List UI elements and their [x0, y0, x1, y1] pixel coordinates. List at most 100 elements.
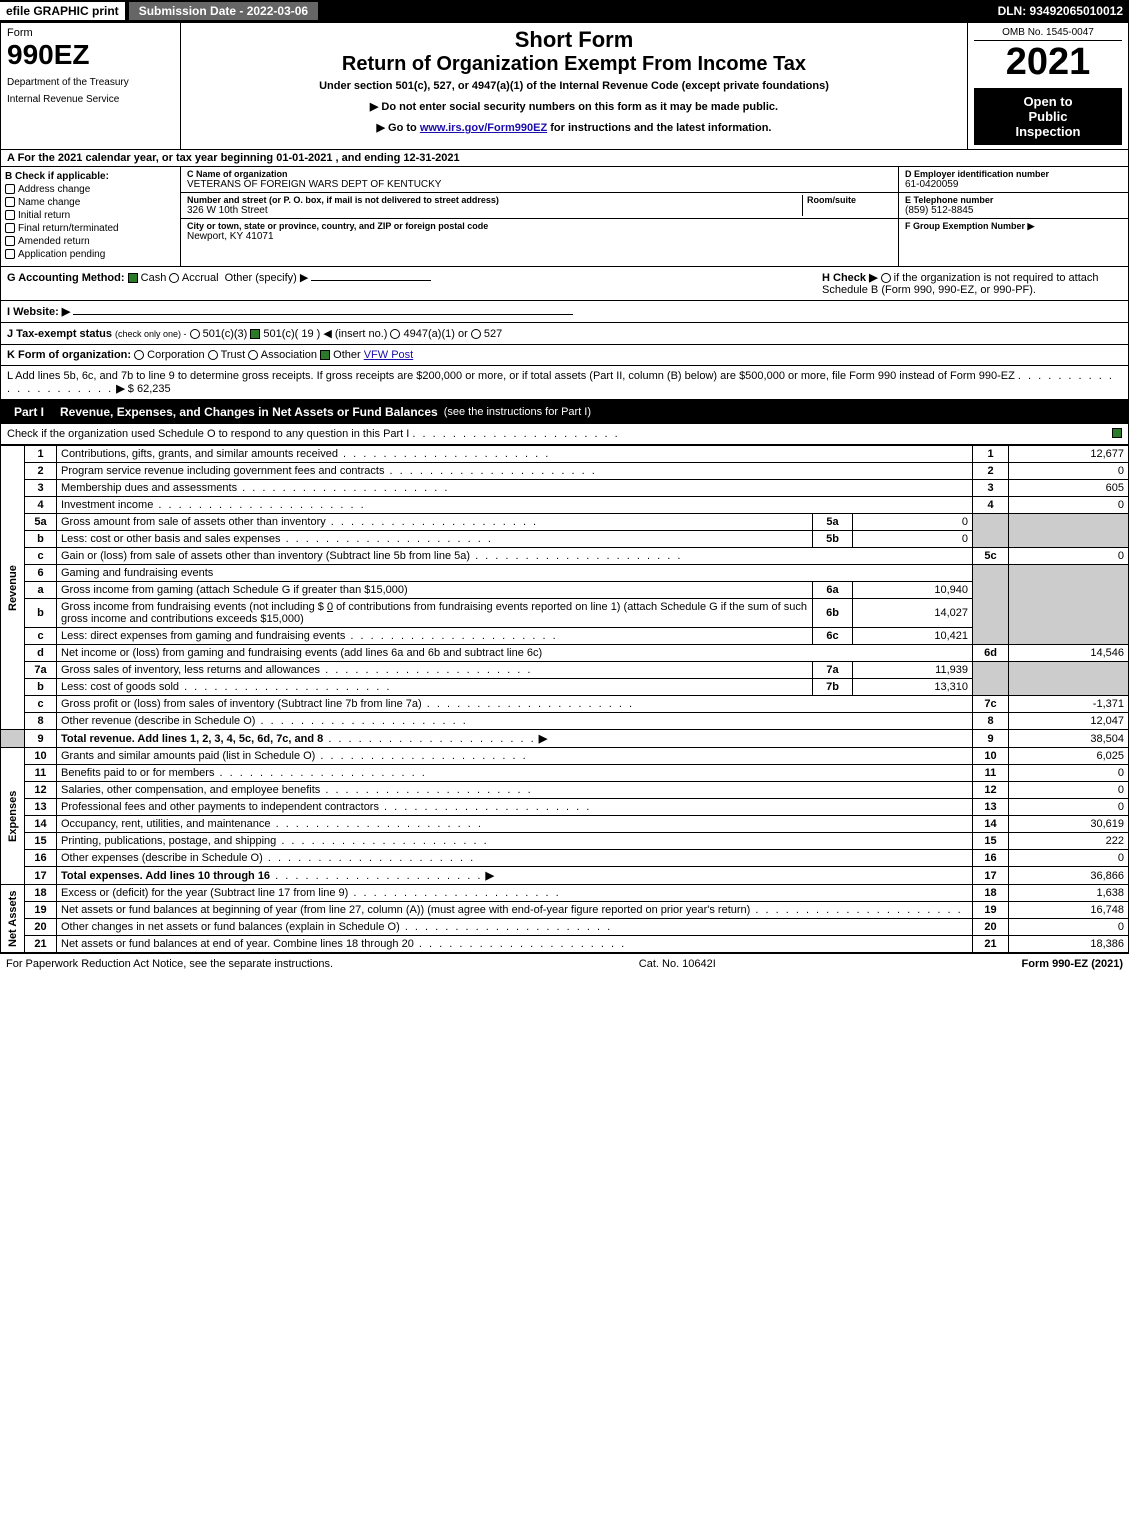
checkbox-checked-icon[interactable]	[320, 350, 330, 360]
line-ref: 8	[973, 713, 1009, 730]
radio-empty-icon[interactable]	[881, 273, 891, 283]
column-b: B Check if applicable: Address change Na…	[1, 167, 181, 266]
arrow-icon: ▶	[485, 870, 493, 882]
line-no: 3	[25, 480, 57, 497]
table-row: 5a Gross amount from sale of assets othe…	[1, 514, 1129, 531]
chk-initial-return[interactable]: Initial return	[5, 210, 176, 221]
line-no: 17	[25, 867, 57, 885]
radio-empty-icon[interactable]	[134, 350, 144, 360]
line-no: d	[25, 645, 57, 662]
line-desc: Occupancy, rent, utilities, and maintena…	[57, 816, 973, 833]
radio-empty-icon[interactable]	[169, 273, 179, 283]
line-ref: 1	[973, 446, 1009, 463]
line-ref: 15	[973, 833, 1009, 850]
checkbox-checked-icon[interactable]	[250, 329, 260, 339]
shaded-cell	[973, 514, 1009, 548]
radio-empty-icon[interactable]	[208, 350, 218, 360]
instruction-link: ▶ Go to www.irs.gov/Form990EZ for instru…	[189, 121, 959, 134]
table-row: a Gross income from gaming (attach Sched…	[1, 582, 1129, 599]
chk-final-return[interactable]: Final return/terminated	[5, 223, 176, 234]
line-no: 9	[25, 730, 57, 748]
chk-name-change[interactable]: Name change	[5, 197, 176, 208]
tel-row: E Telephone number (859) 512-8845	[899, 193, 1128, 219]
tel-label: E Telephone number	[905, 195, 1122, 205]
open-line-2: Public	[978, 109, 1118, 124]
line-no: b	[25, 679, 57, 696]
line-desc: Gross income from gaming (attach Schedul…	[57, 582, 813, 599]
column-c: C Name of organization VETERANS OF FOREI…	[181, 167, 898, 266]
line-no: 7a	[25, 662, 57, 679]
dots-icon	[422, 698, 634, 710]
line-no: 5a	[25, 514, 57, 531]
radio-empty-icon[interactable]	[190, 329, 200, 339]
line-ref: 14	[973, 816, 1009, 833]
footer-center: Cat. No. 10642I	[639, 958, 716, 970]
open-line-3: Inspection	[978, 124, 1118, 139]
line-ref: 20	[973, 919, 1009, 936]
website-blank[interactable]	[73, 314, 573, 315]
tel-value: (859) 512-8845	[905, 205, 1122, 216]
line-desc: Net assets or fund balances at end of ye…	[57, 936, 973, 953]
radio-empty-icon[interactable]	[248, 350, 258, 360]
line-desc: Investment income	[57, 497, 973, 514]
shaded-cell	[1, 730, 25, 748]
shaded-cell	[973, 565, 1009, 645]
checkbox-checked-icon[interactable]	[128, 273, 138, 283]
g-other: Other (specify) ▶	[225, 272, 309, 284]
dots-icon	[470, 550, 682, 562]
checkbox-checked-icon[interactable]	[1112, 428, 1122, 438]
table-row: b Gross income from fundraising events (…	[1, 599, 1129, 628]
street-label: Number and street (or P. O. box, if mail…	[187, 195, 802, 205]
line-i: I Website: ▶	[0, 301, 1129, 323]
chk-amended-return[interactable]: Amended return	[5, 236, 176, 247]
line-desc: Total revenue. Add lines 1, 2, 3, 4, 5c,…	[57, 730, 973, 748]
dept-treasury: Department of the Treasury	[7, 77, 174, 88]
line-amount: 0	[1009, 463, 1129, 480]
chk-address-change[interactable]: Address change	[5, 184, 176, 195]
identity-block: B Check if applicable: Address change Na…	[0, 167, 1129, 267]
radio-empty-icon[interactable]	[471, 329, 481, 339]
line-no: 4	[25, 497, 57, 514]
table-row: 13 Professional fees and other payments …	[1, 799, 1129, 816]
line-amount: 1,638	[1009, 885, 1129, 902]
line-no: b	[25, 599, 57, 628]
part-1-check-line: Check if the organization used Schedule …	[0, 424, 1129, 445]
section-a: A For the 2021 calendar year, or tax yea…	[0, 150, 1129, 167]
line-desc: Other revenue (describe in Schedule O)	[57, 713, 973, 730]
sub-ref: 5b	[813, 531, 853, 548]
dots-icon	[348, 887, 560, 899]
line-ref: 21	[973, 936, 1009, 953]
chk-application-pending[interactable]: Application pending	[5, 249, 176, 260]
dots-icon	[320, 664, 532, 676]
column-d: D Employer identification number 61-0420…	[898, 167, 1128, 266]
footer-left: For Paperwork Reduction Act Notice, see …	[6, 958, 333, 970]
checkbox-icon	[5, 236, 15, 246]
sub-value: 11,939	[853, 662, 973, 679]
table-row: d Net income or (loss) from gaming and f…	[1, 645, 1129, 662]
line-l-amount: $ 62,235	[128, 383, 171, 395]
sub-value: 10,421	[853, 628, 973, 645]
line-no: 15	[25, 833, 57, 850]
line-amount: 12,677	[1009, 446, 1129, 463]
irs-link[interactable]: www.irs.gov/Form990EZ	[420, 122, 547, 134]
radio-empty-icon[interactable]	[390, 329, 400, 339]
line-no: 20	[25, 919, 57, 936]
line-amount: -1,371	[1009, 696, 1129, 713]
section-a-mid: , and ending	[332, 152, 403, 164]
line-g: G Accounting Method: Cash Accrual Other …	[7, 271, 431, 296]
line-ref: 10	[973, 748, 1009, 765]
dots-icon	[338, 448, 550, 460]
k-other-value[interactable]: VFW Post	[364, 349, 414, 361]
table-row: 4 Investment income 4 0	[1, 497, 1129, 514]
table-row: 19 Net assets or fund balances at beginn…	[1, 902, 1129, 919]
shaded-cell	[1009, 514, 1129, 548]
checkbox-icon	[5, 223, 15, 233]
line-desc: Benefits paid to or for members	[57, 765, 973, 782]
g-other-blank[interactable]	[311, 280, 431, 281]
dots-icon	[214, 767, 426, 779]
line-ref: 18	[973, 885, 1009, 902]
checkbox-icon	[5, 184, 15, 194]
line-ref: 6d	[973, 645, 1009, 662]
form-label: Form	[7, 27, 174, 39]
line-ref: 11	[973, 765, 1009, 782]
